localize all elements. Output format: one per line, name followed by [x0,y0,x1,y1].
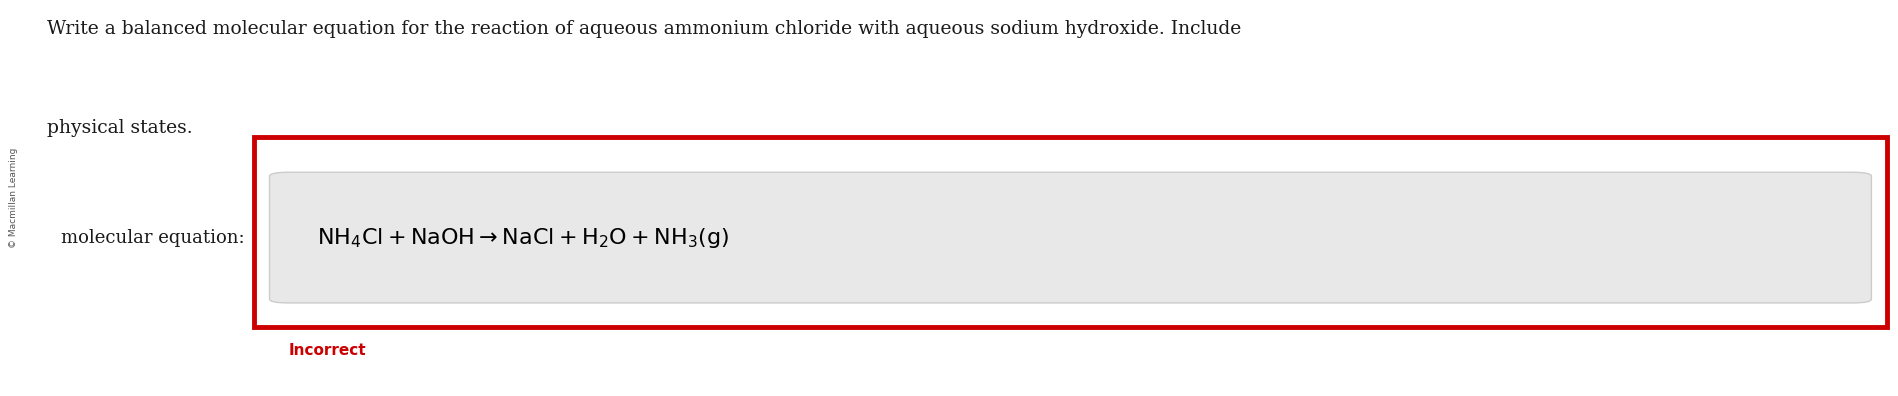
FancyBboxPatch shape [254,137,1887,327]
Text: © Macmillan Learning: © Macmillan Learning [9,148,17,248]
Text: $\mathrm{NH_4Cl + NaOH \rightarrow NaCl + H_2O + NH_3(g)}$: $\mathrm{NH_4Cl + NaOH \rightarrow NaCl … [317,226,729,249]
Text: physical states.: physical states. [47,119,194,137]
Text: molecular equation:: molecular equation: [61,228,245,247]
FancyBboxPatch shape [270,172,1871,303]
Text: Write a balanced molecular equation for the reaction of aqueous ammonium chlorid: Write a balanced molecular equation for … [47,20,1241,38]
Text: Incorrect: Incorrect [288,343,366,358]
